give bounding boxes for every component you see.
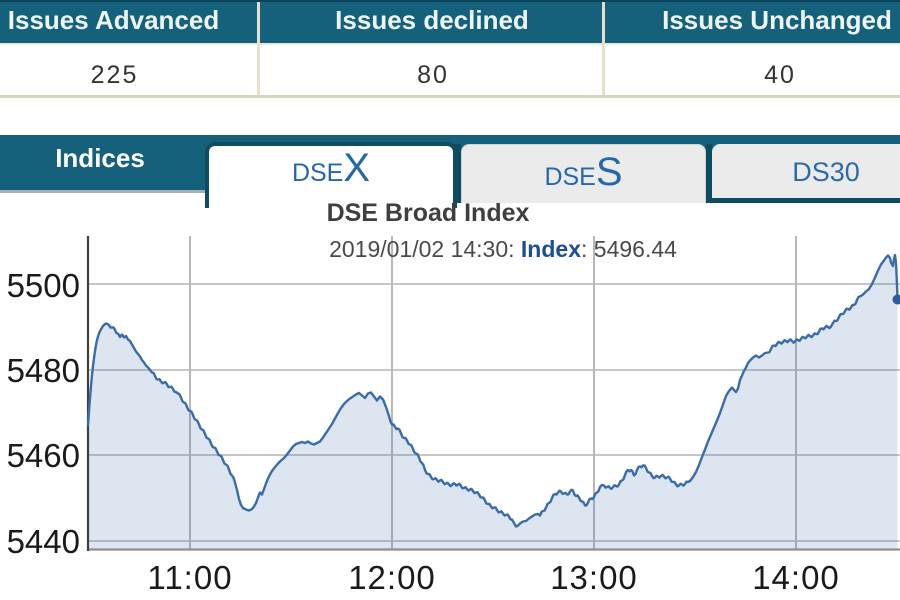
svg-text:5500: 5500	[7, 267, 80, 304]
svg-text:5460: 5460	[7, 437, 80, 474]
svg-text:5480: 5480	[7, 352, 80, 389]
svg-text:14:00: 14:00	[752, 559, 840, 596]
svg-text:11:00: 11:00	[147, 559, 232, 596]
svg-text:13:00: 13:00	[550, 559, 638, 596]
svg-text:5440: 5440	[7, 523, 80, 560]
svg-text:12:00: 12:00	[348, 559, 436, 596]
